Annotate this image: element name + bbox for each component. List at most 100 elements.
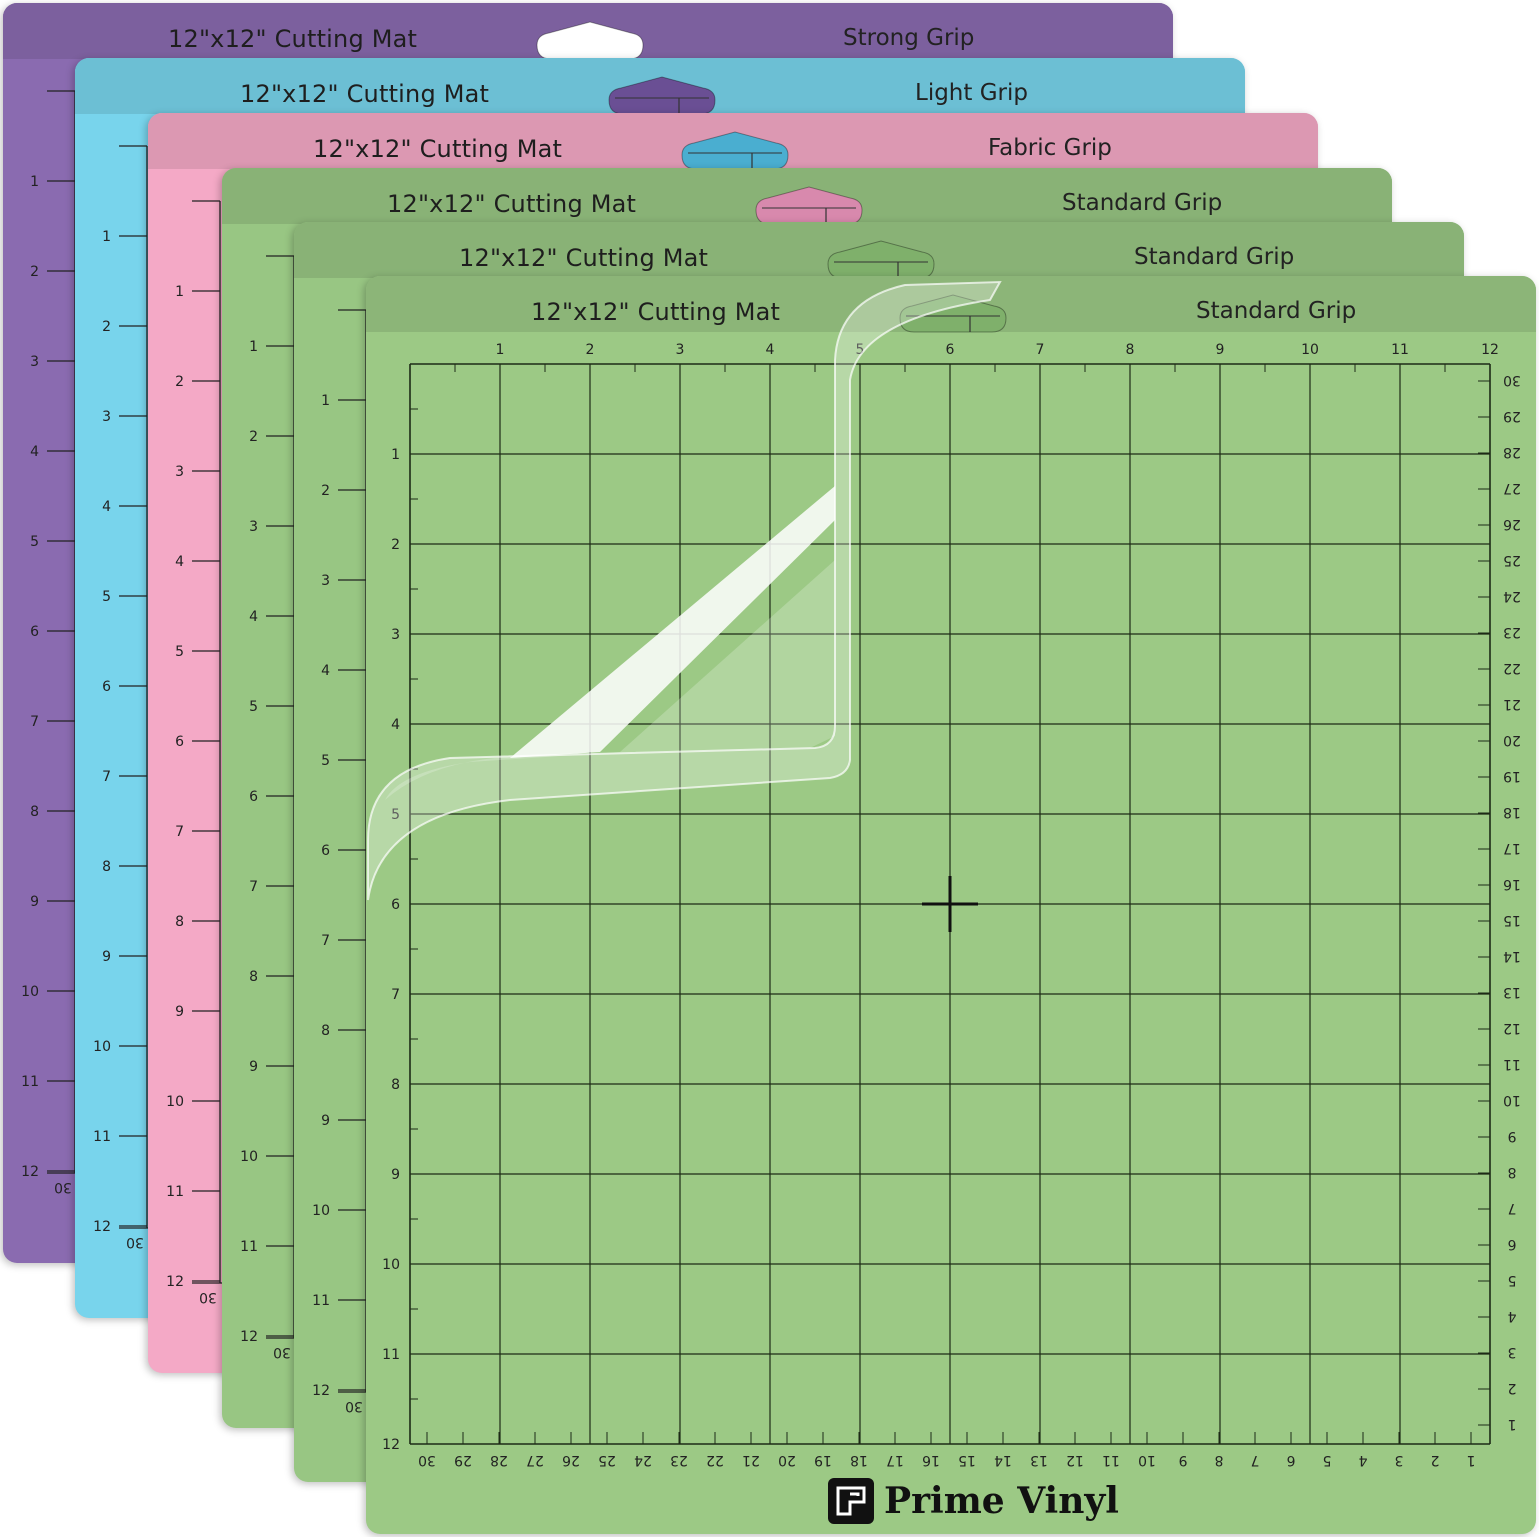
left-inch-label: 4	[391, 717, 400, 733]
ruler-inch-label: 9	[175, 1004, 184, 1020]
right-cm-label: 17	[1503, 840, 1521, 856]
right-cm-label: 18	[1503, 804, 1521, 820]
ruler-inch-label: 2	[102, 319, 111, 335]
right-cm-label: 21	[1503, 696, 1521, 712]
ruler-cm-label: 30	[345, 1398, 363, 1414]
right-cm-label: 4	[1507, 1308, 1516, 1324]
ruler-inch-label: 4	[175, 554, 184, 570]
left-inch-label: 9	[391, 1167, 400, 1183]
hanger-hole-icon	[681, 131, 789, 170]
ruler-inch-label: 9	[30, 894, 39, 910]
right-cm-label: 7	[1508, 1200, 1517, 1216]
mat-grip-label: Strong Grip	[843, 25, 975, 51]
bottom-cm-label: 18	[850, 1452, 868, 1468]
ruler-inch-label: 4	[321, 663, 330, 679]
ruler-inch-label: 11	[21, 1074, 39, 1090]
right-cm-label: 22	[1503, 660, 1521, 676]
ruler-inch-label: 8	[102, 859, 111, 875]
top-inch-label: 6	[946, 342, 955, 358]
right-cm-label: 12	[1503, 1020, 1521, 1036]
ruler-inch-label: 6	[30, 624, 39, 640]
top-inch-label: 8	[1126, 342, 1135, 358]
right-cm-label: 16	[1503, 876, 1521, 892]
bottom-cm-label: 28	[490, 1452, 508, 1468]
bottom-cm-label: 27	[526, 1452, 544, 1468]
mat-title: 12"x12" Cutting Mat	[313, 135, 563, 163]
right-cm-label: 3	[1508, 1344, 1517, 1360]
ruler-inch-label: 6	[175, 734, 184, 750]
ruler-inch-label: 6	[102, 679, 111, 695]
ruler-inch-label: 9	[249, 1059, 258, 1075]
bottom-cm-label: 2	[1431, 1452, 1440, 1468]
brand-logo: Prime Vinyl	[826, 1476, 1119, 1526]
right-cm-label: 6	[1507, 1236, 1516, 1252]
top-inch-label: 12	[1481, 342, 1499, 358]
hanger-hole-icon	[755, 186, 863, 225]
ruler-inch-label: 7	[102, 769, 111, 785]
ruler-inch-label: 4	[102, 499, 111, 515]
bottom-cm-label: 29	[454, 1452, 472, 1468]
bottom-cm-label: 7	[1251, 1452, 1260, 1468]
hanger-hole-icon	[899, 294, 1007, 333]
right-cm-label: 25	[1503, 552, 1521, 568]
left-inch-label: 1	[391, 447, 400, 463]
ruler-inch-label: 3	[321, 573, 330, 589]
right-cm-label: 1	[1508, 1416, 1517, 1432]
ruler-inch-label: 2	[321, 483, 330, 499]
ruler-inch-label: 1	[175, 284, 184, 300]
ruler-inch-label: 4	[30, 444, 39, 460]
ruler-inch-label: 5	[249, 699, 258, 715]
bottom-cm-label: 6	[1286, 1452, 1295, 1468]
mat-grip-label: Fabric Grip	[988, 135, 1112, 161]
right-cm-label: 29	[1503, 408, 1521, 424]
ruler-cm-label: 30	[273, 1344, 291, 1360]
bottom-cm-label: 9	[1179, 1452, 1188, 1468]
bottom-cm-label: 21	[742, 1452, 760, 1468]
top-inch-label: 5	[856, 342, 865, 358]
ruler-inch-label: 10	[166, 1094, 184, 1110]
right-cm-label: 20	[1503, 732, 1521, 748]
bottom-cm-label: 30	[418, 1452, 436, 1468]
ruler-inch-label: 8	[249, 969, 258, 985]
bottom-cm-label: 8	[1215, 1452, 1224, 1468]
ruler-inch-label: 1	[321, 393, 330, 409]
top-inch-label: 2	[586, 342, 595, 358]
right-cm-label: 14	[1503, 948, 1521, 964]
ruler-inch-label: 2	[249, 429, 258, 445]
center-crosshair-icon	[922, 876, 978, 932]
ruler-cm-label: 30	[54, 1179, 72, 1195]
bottom-cm-label: 19	[814, 1452, 832, 1468]
top-inch-label: 11	[1391, 342, 1409, 358]
ruler-inch-label: 5	[175, 644, 184, 660]
ruler-inch-label: 6	[321, 843, 330, 859]
bottom-cm-label: 10	[1138, 1452, 1156, 1468]
left-inch-label: 7	[391, 987, 400, 1003]
mat-grip-label: Light Grip	[915, 80, 1028, 106]
ruler-inch-label: 5	[30, 534, 39, 550]
ruler-inch-label: 2	[30, 264, 39, 280]
top-inch-label: 9	[1216, 342, 1225, 358]
bottom-cm-label: 14	[994, 1452, 1012, 1468]
ruler-inch-label: 8	[321, 1023, 330, 1039]
top-inch-label: 10	[1301, 342, 1319, 358]
right-cm-label: 8	[1508, 1164, 1517, 1180]
mat-title: 12"x12" Cutting Mat	[240, 80, 490, 108]
ruler-inch-label: 11	[240, 1239, 258, 1255]
right-cm-label: 15	[1503, 912, 1521, 928]
left-inch-label: 11	[382, 1347, 400, 1363]
left-inch-label: 8	[391, 1077, 400, 1093]
right-cm-label: 30	[1503, 372, 1521, 388]
right-cm-label: 5	[1508, 1272, 1517, 1288]
ruler-inch-label: 3	[175, 464, 184, 480]
bottom-cm-label: 12	[1066, 1452, 1084, 1468]
ruler-inch-label: 11	[312, 1293, 330, 1309]
left-inch-label: 2	[391, 537, 400, 553]
right-cm-label: 13	[1503, 984, 1521, 1000]
right-cm-label: 24	[1503, 588, 1521, 604]
ruler-inch-label: 10	[93, 1039, 111, 1055]
ruler-inch-label: 11	[93, 1129, 111, 1145]
right-cm-label: 28	[1503, 444, 1521, 460]
